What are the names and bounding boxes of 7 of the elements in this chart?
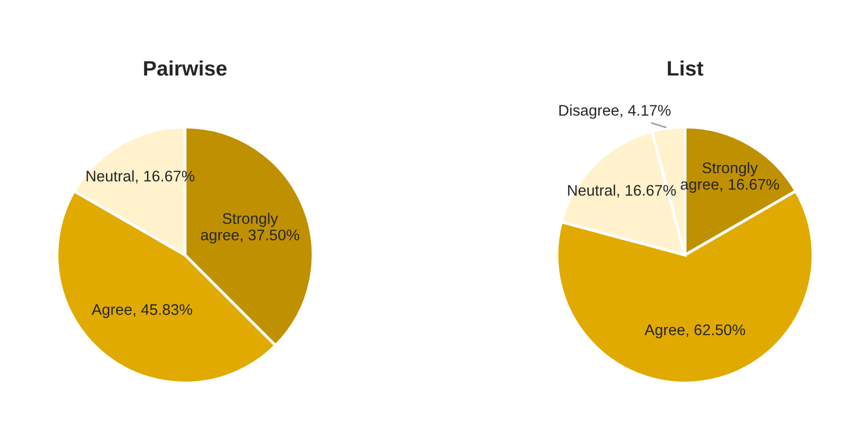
slice-label: Agree, 45.83% (92, 304, 192, 318)
slice-label: Neutral, 16.67% (568, 184, 676, 198)
slice-label: Agree, 62.50% (644, 324, 746, 338)
chart-title: Pairwise (144, 60, 227, 76)
chart-title: List (668, 60, 704, 76)
slice-label: Strongly agree, 37.50% (201, 212, 300, 244)
slice-label: Disagree, 4.17% (559, 104, 671, 119)
